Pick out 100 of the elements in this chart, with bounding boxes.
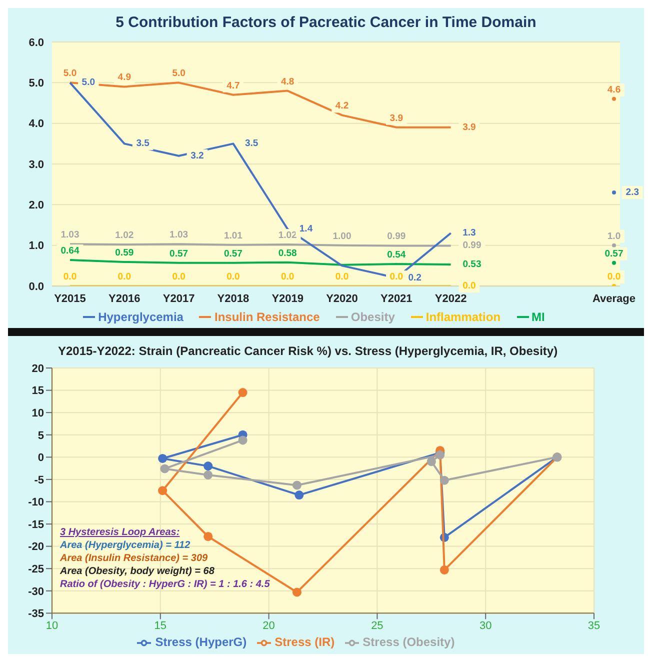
y-tick-label: 4.0 <box>28 118 44 130</box>
y-tick-label: -20 <box>28 541 44 554</box>
data-label: 4.7 <box>226 80 240 92</box>
data-label: 0.0 <box>118 272 132 282</box>
point <box>292 480 302 490</box>
annotation: Area (Obesity, body weight) = 68 <box>60 565 216 578</box>
x-tick-label: Y2022 <box>434 292 467 305</box>
data-label: 0.0 <box>607 272 621 282</box>
y-tick-label: -15 <box>28 518 44 531</box>
annotation: 3 Hysteresis Loop Areas: <box>60 526 181 539</box>
data-label: 5.0 <box>63 68 77 80</box>
data-label: 1.03 <box>60 230 80 241</box>
y-tick-label: 3.0 <box>28 158 44 171</box>
point <box>158 454 168 463</box>
data-label: 0.2 <box>408 272 422 284</box>
data-label: 0.57 <box>604 248 624 260</box>
data-label: 1.00 <box>332 230 352 242</box>
x-tick-label: Y2015 <box>54 292 86 305</box>
point <box>440 565 449 574</box>
y-tick-label: -25 <box>28 564 44 576</box>
point <box>294 490 304 500</box>
point <box>426 457 436 466</box>
legend-label: Obesity <box>350 310 395 324</box>
data-label: 3.5 <box>244 138 259 150</box>
legend-label: Insulin Resistance <box>213 310 320 324</box>
data-label: 3.9 <box>462 122 476 133</box>
chart-title: Y2015-Y2022: Strain (Pancreatic Cancer Risk %) vs. Stress (Hyperglycemia, IR, Obesity) <box>57 344 559 360</box>
point <box>158 486 168 496</box>
x-tick-label: 20 <box>262 620 275 632</box>
data-label: 4.8 <box>280 76 294 88</box>
y-tick-label: -35 <box>28 608 44 620</box>
data-label: 0.58 <box>278 248 297 259</box>
x-tick-label: Y2020 <box>326 292 358 305</box>
data-label: 3.2 <box>190 150 204 162</box>
y-tick-label: 20 <box>32 362 44 375</box>
data-label: 0.99 <box>387 231 406 242</box>
data-label: 1.03 <box>170 230 188 241</box>
data-label: 5.0 <box>82 77 96 88</box>
data-label: 0.0 <box>335 272 349 282</box>
data-label: 0.99 <box>462 240 482 252</box>
data-label: 1.0 <box>607 230 621 242</box>
x-tick-label: Y2018 <box>217 292 250 305</box>
legend-label: Stress (Obesity) <box>362 635 455 650</box>
y-tick-label: 1.0 <box>28 240 44 252</box>
point <box>612 243 616 248</box>
y-tick-label: -30 <box>28 586 44 598</box>
data-label: 0.0 <box>63 272 77 282</box>
legend-label: Stress (IR) <box>274 635 335 650</box>
legend-label: Inflammation <box>424 310 501 324</box>
point <box>238 436 248 445</box>
data-label: 0.64 <box>60 245 80 256</box>
y-tick-label: 5 <box>38 430 44 442</box>
x-tick-label: Y2019 <box>272 292 304 305</box>
point <box>292 588 302 597</box>
data-label: 0.57 <box>224 248 242 260</box>
x-tick-label: 25 <box>371 620 384 632</box>
data-label: 0.0 <box>280 272 294 282</box>
legend-label: Hyperglycemia <box>97 310 184 324</box>
data-label: 1.02 <box>115 230 134 242</box>
data-label: 0.0 <box>172 272 186 282</box>
point <box>204 470 213 480</box>
y-tick-label: 10 <box>32 407 44 420</box>
y-tick-label: -10 <box>28 496 44 509</box>
x-tick-label: Y2016 <box>108 292 140 305</box>
y-tick-label: 2.0 <box>28 200 44 212</box>
y-tick-label: 15 <box>32 385 44 398</box>
x-tick-label: 30 <box>479 620 492 632</box>
chart-title: 5 Contribution Factors of Pacreatic Cancer in Time Domain <box>114 14 538 33</box>
data-label: 2.3 <box>626 186 640 198</box>
data-label: 3.5 <box>136 138 150 150</box>
y-tick-label: 6.0 <box>28 36 44 49</box>
data-label: 0.59 <box>115 248 134 259</box>
data-label: 0.0 <box>462 280 476 292</box>
data-label: 0.53 <box>462 258 482 270</box>
data-label: 3.9 <box>390 112 404 124</box>
point <box>238 388 248 398</box>
annotation: Area (Hyperglycemia) = 112 <box>60 539 192 552</box>
y-tick-label: -5 <box>34 474 44 486</box>
x-tick-label: Y2021 <box>380 292 412 305</box>
data-label: 0.54 <box>387 250 406 261</box>
data-label: 1.3 <box>462 228 476 239</box>
data-label: 4.6 <box>607 84 621 96</box>
y-tick-label: 5.0 <box>28 78 44 90</box>
x-tick-label: Average <box>592 292 636 305</box>
x-tick-label: 10 <box>46 620 58 632</box>
point <box>440 476 449 485</box>
legend-label: MI <box>530 310 545 324</box>
annotation: Area (Insulin Resistance) = 309 <box>60 552 209 565</box>
point <box>160 464 170 474</box>
y-tick-label: 0.0 <box>28 280 44 293</box>
data-label: 5.0 <box>172 68 186 80</box>
legend-label: Stress (HyperG) <box>155 635 247 650</box>
x-tick-label: Y2017 <box>162 292 195 305</box>
point <box>612 96 616 101</box>
data-label: 0.0 <box>226 272 240 282</box>
y-tick-label: 0 <box>38 452 44 464</box>
point <box>612 260 616 265</box>
point <box>204 462 213 471</box>
data-label: 4.9 <box>118 72 132 84</box>
data-label: 1.4 <box>299 224 314 235</box>
